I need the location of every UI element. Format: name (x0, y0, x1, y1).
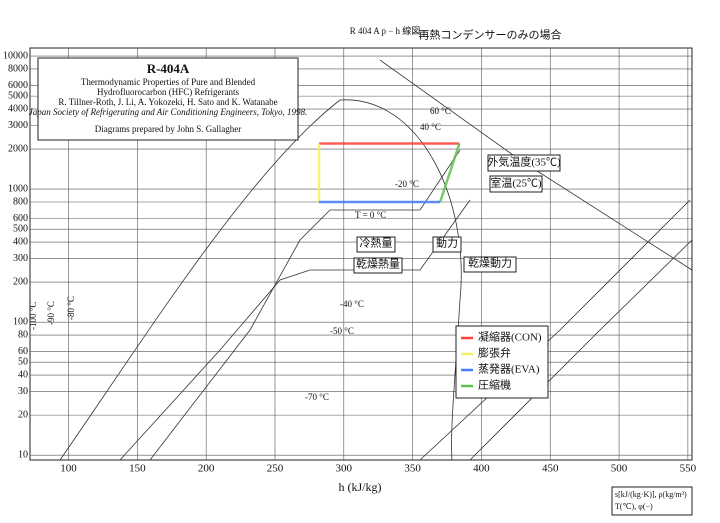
y-tick-label: 300 (13, 253, 28, 264)
isotherm (119, 199, 471, 461)
y-tick-label: 800 (13, 196, 28, 207)
legend-label: 凝縮器(CON) (478, 330, 542, 344)
chart-name: R 404 A p − h 線図 (350, 25, 421, 36)
y-tick-label: 6000 (8, 80, 28, 91)
x-axis-label: h (kJ/kg) (339, 480, 382, 494)
footnote-box (611, 486, 693, 516)
y-tick-label: 60 (18, 346, 28, 357)
curve-label: -90 °C (46, 301, 56, 325)
subtitle: 再熱コンデンサーのみの場合 (419, 28, 562, 42)
grid (30, 48, 692, 460)
annotation: 室温(25℃) (490, 176, 542, 190)
curve-label: 40 °C (420, 122, 441, 132)
y-tick-label: 600 (13, 213, 28, 224)
curve-label: 60 °C (430, 106, 451, 116)
curve-label: -100 °C (28, 302, 38, 330)
y-tick-label: 400 (13, 236, 28, 247)
y-tick-label: 40 (18, 369, 28, 380)
box-title: R-404A (147, 61, 190, 76)
title-box: R-404A Thermodynamic Properties of Pure … (29, 57, 307, 141)
box-line: R. Tillner-Roth, J. Li, A. Yokozeki, H. … (58, 97, 277, 107)
y-tick-label: 3000 (8, 120, 28, 131)
box-line: Hydrofluorocarbon (HFC) Refrigerants (97, 87, 239, 97)
y-tick-label: 2000 (8, 143, 28, 154)
y-tick-label: 5000 (8, 90, 28, 101)
box-line: Diagrams prepared by John S. Gallagher (95, 124, 241, 134)
isentrope (469, 239, 693, 461)
curve-label: -70 °C (305, 392, 329, 402)
annotation-box (353, 257, 403, 274)
x-tick-label: 150 (129, 463, 146, 475)
annotation: 動力 (436, 236, 458, 250)
footnote: s[kJ/(kg·K)], ρ(kg/m³) (615, 490, 687, 499)
curve-label: -40 °C (340, 299, 364, 309)
annotation: 冷熱量 (360, 237, 393, 250)
annotation-box (432, 236, 462, 253)
box-line: Thermodynamic Properties of Pure and Ble… (81, 77, 256, 87)
x-tick-label: 200 (198, 463, 215, 475)
y-tick-label: 50 (18, 356, 28, 367)
y-tick-label: 500 (13, 223, 28, 234)
isentrope (419, 199, 691, 461)
legend-label: 圧縮機 (478, 378, 511, 392)
box-line: Japan Society of Refrigerating and Air C… (29, 107, 307, 117)
curve-label: T = 0 °C (355, 210, 386, 220)
y-tick-label: 8000 (8, 63, 28, 74)
y-tick-label: 100 (13, 316, 28, 327)
x-tick-label: 300 (336, 463, 353, 475)
annotation: 乾燥動力 (468, 256, 512, 270)
annotation: 乾燥熱量 (356, 258, 400, 271)
plot-frame (29, 47, 693, 461)
x-tick-label: 450 (542, 463, 559, 475)
annotations: 外気温度(35℃) 室温(25℃) 冷熱量 乾燥熱量 動力 乾燥動力 (353, 154, 561, 274)
y-tick-label: 20 (18, 409, 28, 420)
x-tick-label: 350 (404, 463, 421, 475)
y-tick-label: 200 (13, 276, 28, 287)
annotation-box (489, 175, 543, 193)
curve-label: -80 °C (66, 296, 76, 320)
legend-label: 蒸発器(EVA) (478, 362, 540, 376)
curve-label: -50 °C (330, 326, 354, 336)
curve-labels: T = 0 °C -20 °C -40 °C -50 °C -70 °C 40 … (28, 106, 451, 402)
y-tick-label: 80 (18, 329, 28, 340)
cycle-line (438, 143, 461, 203)
x-tick-label: 100 (60, 463, 77, 475)
x-tick-label: 250 (267, 463, 284, 475)
x-tick-label: 400 (473, 463, 490, 475)
y-tick-label: 10 (18, 449, 28, 460)
footnote: T(℃), φ(−) (615, 502, 653, 511)
x-tick-label: 550 (680, 463, 697, 475)
curve-label: -20 °C (395, 179, 419, 189)
isotherm (149, 149, 461, 461)
annotation-box (487, 154, 561, 172)
y-tick-label: 30 (18, 386, 28, 397)
annotation-box (356, 236, 396, 253)
y-tick-label: 10000 (3, 50, 28, 61)
saturation-dome (59, 99, 462, 461)
x-tick-label: 500 (611, 463, 628, 475)
y-tick-label: 1000 (8, 183, 28, 194)
title-frame (37, 57, 299, 141)
annotation-box (463, 256, 517, 273)
annotation: 外気温度(35℃) (487, 155, 561, 169)
y-tick-label: 4000 (8, 103, 28, 114)
legend-label: 膨張弁 (478, 346, 511, 360)
